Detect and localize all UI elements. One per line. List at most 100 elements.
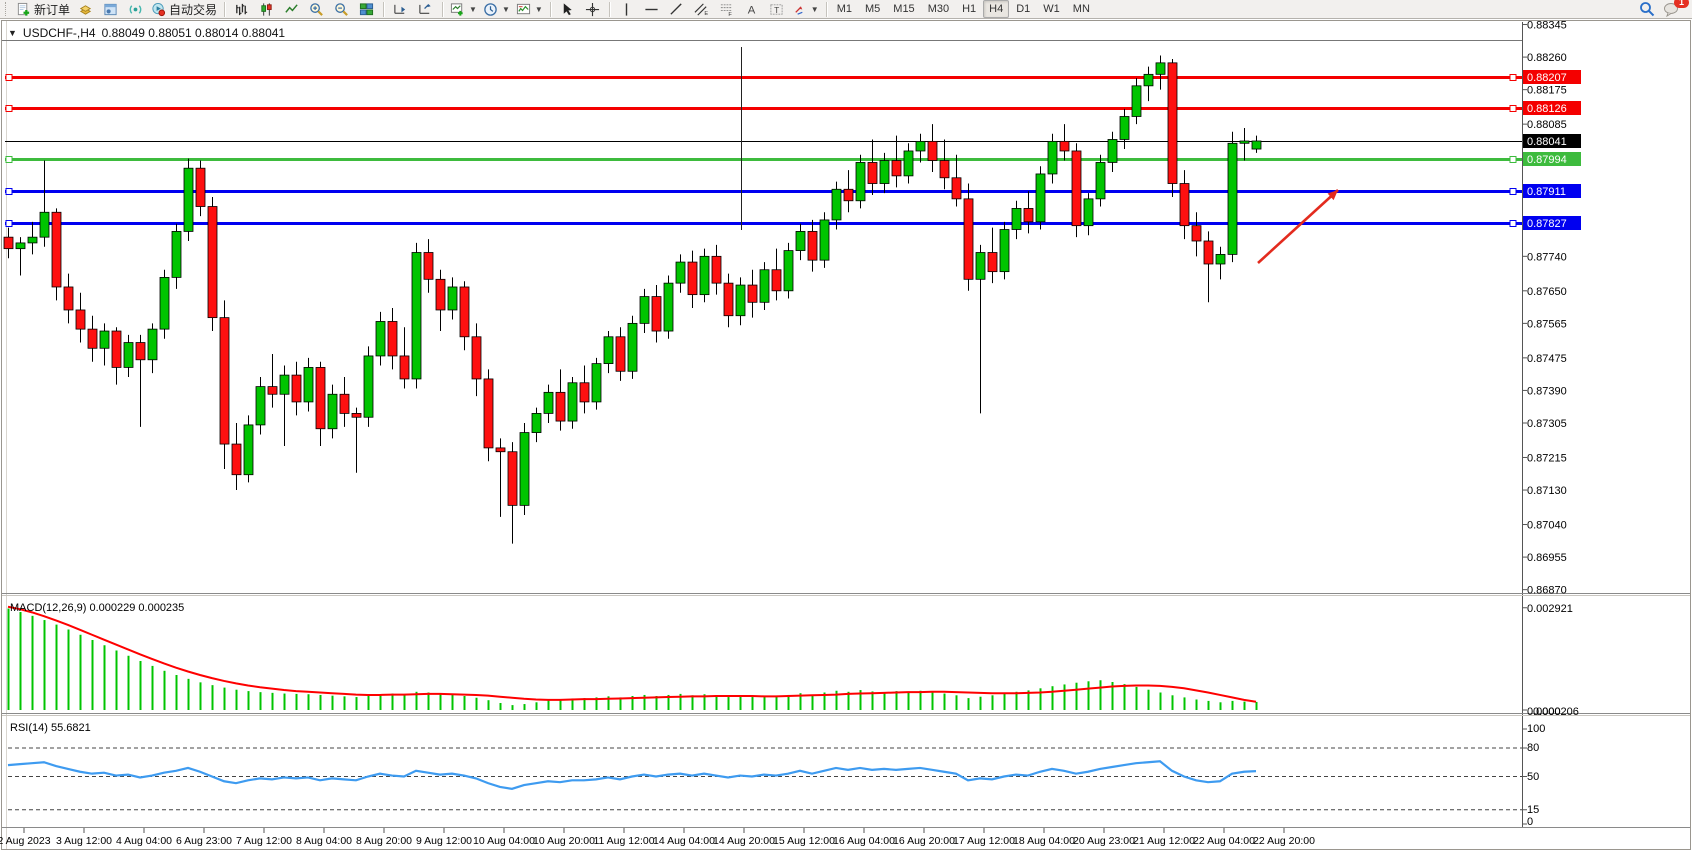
line-anchor[interactable] [1509, 74, 1517, 81]
toolbar-grip[interactable] [5, 2, 10, 16]
chart-shift-button[interactable] [413, 0, 438, 19]
line-anchor[interactable] [1509, 156, 1517, 163]
candle-body [435, 278, 446, 311]
price-tick-label: 0.88085 [1527, 119, 1567, 131]
arrows-button[interactable]: ▼ [789, 0, 822, 19]
candle-body [903, 150, 914, 177]
candle-body [231, 443, 242, 476]
timeframe-m15[interactable]: M15 [893, 3, 915, 15]
candle-body [567, 382, 578, 422]
trend-arrow[interactable] [1257, 189, 1339, 264]
new-order-button[interactable]: 新订单 [13, 0, 73, 19]
candle-body [519, 432, 530, 506]
fibonacci-button[interactable]: F [714, 0, 739, 19]
rsi-line [7, 760, 1257, 790]
line-anchor[interactable] [1509, 105, 1517, 112]
template-button[interactable]: ▼ [513, 0, 546, 19]
data-window-button[interactable] [98, 0, 123, 19]
auto-trading-button[interactable]: 自动交易 [148, 0, 220, 19]
candle-body [615, 336, 626, 372]
chart-menu-button[interactable]: ▼ [8, 28, 17, 38]
candlestick-mode-button[interactable] [254, 0, 279, 19]
toolbar-separator [549, 1, 551, 17]
candle-body [471, 336, 482, 380]
macd-axis-zero: 0.0000 [1527, 706, 1561, 718]
horizontal-line-icon [644, 2, 659, 17]
date-label: 18 Aug 04:00 [1013, 835, 1075, 847]
trendline-button[interactable] [664, 0, 689, 19]
candle-body [1071, 150, 1082, 227]
candle-body [411, 252, 422, 380]
crosshair-button[interactable] [580, 0, 605, 19]
candle-body [543, 391, 554, 414]
main-toolbar: 新订单 自动交易 [0, 0, 1692, 19]
timeframe-m5[interactable]: M5 [865, 3, 881, 15]
candle-body [267, 386, 278, 395]
cursor-button[interactable] [555, 0, 580, 19]
candle-body [63, 286, 74, 311]
timeframe-d1[interactable]: D1 [1016, 3, 1031, 15]
zoom-in-icon [309, 2, 324, 17]
timeframe-m30[interactable]: M30 [927, 3, 950, 15]
timeframe-m1[interactable]: M1 [836, 3, 852, 15]
date-label: 10 Aug 04:00 [473, 835, 535, 847]
timeframe-mn[interactable]: MN [1072, 3, 1090, 15]
date-label: 14 Aug 20:00 [713, 835, 775, 847]
line-chart-icon [284, 2, 299, 17]
horizontal-line-button[interactable] [639, 0, 664, 19]
chevron-down-icon: ▼ [534, 4, 543, 14]
price-line-tag-label: 0.87827 [1527, 218, 1567, 230]
vertical-line-button[interactable] [614, 0, 639, 19]
signal-button[interactable] [123, 0, 148, 19]
line-anchor[interactable] [1509, 188, 1517, 195]
candle-body [351, 413, 362, 418]
date-label: 16 Aug 04:00 [833, 835, 895, 847]
timeframe-w1[interactable]: W1 [1043, 3, 1060, 15]
price-line-tag-label: 0.88207 [1527, 72, 1567, 84]
candle-body [855, 162, 866, 202]
auto-trading-icon [151, 2, 166, 17]
line-anchor[interactable] [5, 105, 13, 112]
tile-windows-button[interactable] [354, 0, 379, 19]
toolbar-separator [442, 1, 444, 17]
bar-chart-mode-button[interactable] [229, 0, 254, 19]
price-tick-label: 0.88260 [1527, 52, 1567, 64]
chat-button[interactable]: 1 [1659, 0, 1689, 19]
new-chart-button[interactable]: ▼ [447, 0, 480, 19]
candle-body [927, 140, 938, 161]
zoom-in-button[interactable] [304, 0, 329, 19]
line-anchor[interactable] [5, 188, 13, 195]
date-label: 4 Aug 04:00 [116, 835, 172, 847]
text-label-button[interactable]: T [764, 0, 789, 19]
date-label: 8 Aug 04:00 [296, 835, 352, 847]
new-order-icon [16, 2, 31, 17]
market-watch-button[interactable] [73, 0, 98, 19]
crosshair-icon [585, 2, 600, 17]
date-label: 6 Aug 23:00 [176, 835, 232, 847]
candle-body [723, 282, 734, 317]
candle-body [747, 284, 758, 303]
text-button[interactable]: A [739, 0, 764, 19]
search-button[interactable] [1634, 0, 1659, 19]
hline-layer [5, 74, 1522, 227]
candle-body [495, 447, 506, 453]
line-anchor[interactable] [5, 220, 13, 227]
chevron-down-icon: ▼ [501, 4, 510, 14]
equidistant-channel-button[interactable]: E [689, 0, 714, 19]
line-chart-mode-button[interactable] [279, 0, 304, 19]
timeframe-h4[interactable]: H4 [983, 0, 1010, 18]
timeframe-h1[interactable]: H1 [962, 3, 977, 15]
candle-body [219, 317, 230, 445]
period-button[interactable]: ▼ [480, 0, 513, 19]
zoom-out-button[interactable] [329, 0, 354, 19]
line-anchor[interactable] [1509, 220, 1517, 227]
market-watch-icon [78, 2, 93, 17]
line-anchor[interactable] [5, 74, 13, 81]
auto-scroll-button[interactable] [388, 0, 413, 19]
candle-body [1203, 240, 1214, 265]
candle-body [51, 211, 62, 288]
candle-body [759, 269, 770, 303]
candle-body [123, 342, 134, 368]
line-anchor[interactable] [5, 156, 13, 163]
